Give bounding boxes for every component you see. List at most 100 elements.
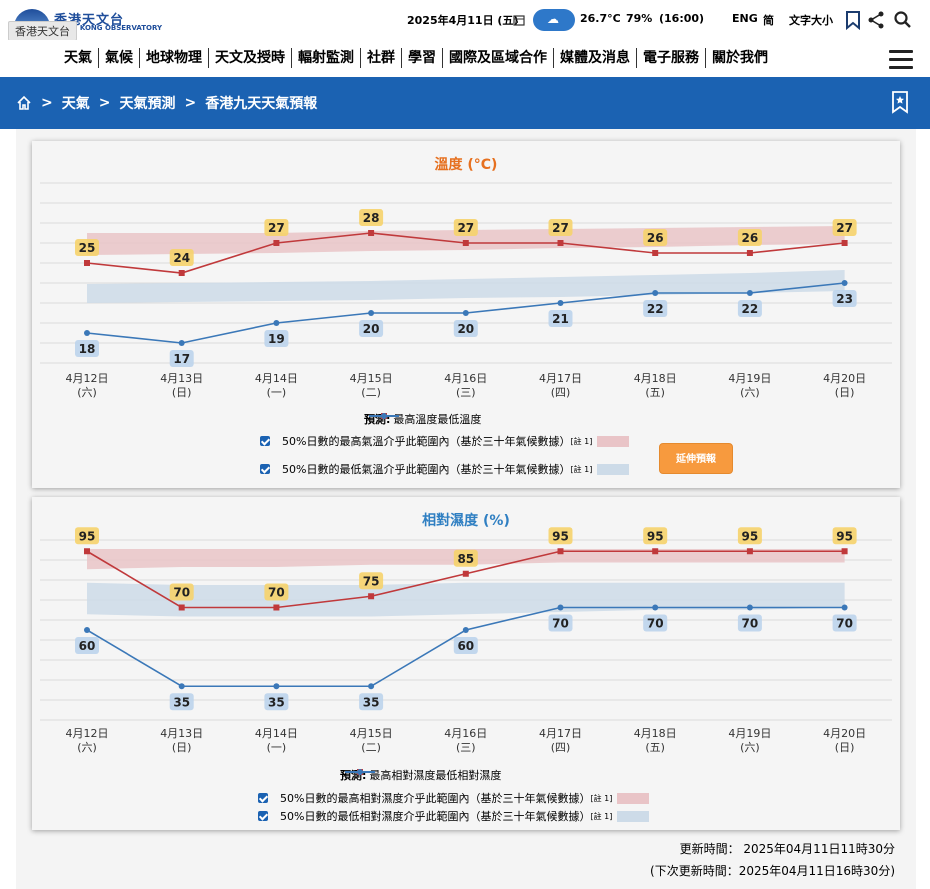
- min-data-point: [841, 604, 848, 611]
- min-label-bg: [832, 614, 857, 632]
- chart-title: 溫度 (°C): [435, 156, 498, 173]
- nav-item[interactable]: 氣候: [99, 48, 140, 68]
- x-tick-weekday: (日): [172, 386, 192, 399]
- min-data-label: 60: [79, 639, 96, 653]
- nav-item[interactable]: 媒體及消息: [554, 48, 637, 68]
- breadcrumb-item[interactable]: 天氣: [61, 96, 90, 112]
- min-data-point: [273, 320, 280, 326]
- lang-eng-link[interactable]: ENG: [732, 12, 758, 25]
- min-data-point: [746, 290, 753, 296]
- x-tick-weekday: (三): [456, 386, 476, 399]
- search-icon[interactable]: [893, 10, 913, 30]
- min-data-label: 22: [647, 302, 664, 316]
- max-range-checkbox[interactable]: [260, 436, 270, 446]
- rh-max-range-legend[interactable]: 50%日數的最高相對濕度介乎此範圍內（基於三十年氣候數據） [註 1]: [258, 790, 650, 806]
- breadcrumb-separator: >: [184, 95, 197, 111]
- min-label-bg: [453, 637, 478, 654]
- min-label-bg: [643, 300, 668, 317]
- max-data-point: [652, 548, 659, 555]
- next-update-time: (下次更新時間：2025年04月11日16時30分): [650, 864, 895, 878]
- max-label-bg: [548, 527, 573, 545]
- breadcrumb-item[interactable]: 天氣預測: [119, 96, 176, 112]
- nav-item[interactable]: 關於我們: [712, 50, 768, 66]
- breadcrumb-current: 香港九天天氣預報: [205, 96, 318, 112]
- breadcrumb-bar: > 天氣 > 天氣預測 > 香港九天天氣預報: [0, 77, 930, 129]
- max-range-label: 50%日數的最高氣溫介乎此範圍內（基於三十年氣候數據）: [282, 435, 571, 448]
- bookmark-page-icon[interactable]: [891, 90, 909, 114]
- lang-simplified-link[interactable]: 简: [763, 14, 774, 27]
- note-link[interactable]: [註 1]: [570, 464, 593, 474]
- max-data-point: [178, 270, 185, 276]
- x-tick-date: 4月13日: [160, 727, 203, 740]
- min-data-label: 35: [268, 695, 285, 709]
- breadcrumb-separator: >: [98, 95, 111, 111]
- update-time-block: 更新時間： 2025年04月11日11時30分 (下次更新時間：2025年04月…: [650, 838, 895, 882]
- min-label-bg: [832, 290, 857, 307]
- home-icon[interactable]: [16, 95, 32, 111]
- max-data-label: 28: [363, 211, 380, 225]
- max-data-label: 25: [79, 241, 96, 255]
- min-range-label: 50%日數的最低相對濕度介乎此範圍內（基於三十年氣候數據）: [280, 810, 591, 823]
- max-data-point: [746, 548, 753, 555]
- nav-item[interactable]: 社群: [361, 48, 402, 68]
- rh-min-range-legend[interactable]: 50%日數的最低相對濕度介乎此範圍內（基於三十年氣候數據） [註 1]: [258, 808, 650, 824]
- min-range-band: [87, 270, 845, 303]
- x-tick-date: 4月18日: [634, 372, 677, 385]
- max-data-point: [84, 260, 90, 266]
- max-data-label: 26: [742, 231, 759, 245]
- share-icon[interactable]: [866, 10, 886, 30]
- bookmark-icon[interactable]: [843, 10, 863, 30]
- nav-item[interactable]: 國際及區域合作: [443, 48, 554, 68]
- max-data-label: 95: [79, 529, 96, 543]
- max-label-bg: [359, 209, 384, 226]
- temp-max-range-legend[interactable]: 50%日數的最高氣溫介乎此範圍內（基於三十年氣候數據） [註 1]: [260, 433, 630, 449]
- note-link[interactable]: [註 1]: [590, 793, 613, 803]
- legend-max-label: 最高相對濕度: [369, 769, 436, 782]
- min-data-point: [462, 627, 469, 633]
- nav-item[interactable]: 電子服務: [637, 48, 706, 68]
- x-tick-date: 4月15日: [350, 727, 393, 740]
- min-data-label: 18: [79, 342, 96, 356]
- min-range-checkbox[interactable]: [258, 811, 268, 821]
- x-tick-weekday: (日): [172, 741, 192, 754]
- x-tick-date: 4月12日: [66, 727, 109, 740]
- max-data-point: [273, 604, 280, 611]
- weather-icon-pill[interactable]: ☁: [533, 9, 575, 31]
- x-tick-weekday: (三): [456, 741, 476, 754]
- nav-item[interactable]: 天文及授時: [209, 48, 292, 68]
- max-data-point: [557, 548, 564, 555]
- min-data-label: 70: [647, 617, 664, 631]
- nav-item[interactable]: 學習: [402, 48, 443, 68]
- font-size-link[interactable]: 文字大小: [789, 14, 833, 27]
- max-label-bg: [643, 527, 668, 545]
- min-data-point: [178, 340, 185, 346]
- min-data-point: [368, 683, 375, 690]
- nav-item[interactable]: 天氣: [58, 48, 99, 68]
- max-data-label: 95: [647, 529, 664, 543]
- max-data-point: [557, 240, 564, 246]
- note-link[interactable]: [註 1]: [590, 811, 613, 821]
- max-range-label: 50%日數的最高相對濕度介乎此範圍內（基於三十年氣候數據）: [280, 792, 591, 805]
- min-data-point: [746, 604, 753, 611]
- min-data-label: 17: [173, 352, 190, 366]
- min-data-point: [368, 310, 375, 316]
- note-link[interactable]: [註 1]: [570, 436, 593, 446]
- top-bar: 香港天文台 HONG KONG OBSERVATORY 香港天文台 2025年4…: [0, 0, 930, 41]
- nav-item[interactable]: 地球物理: [140, 48, 209, 68]
- nav-item[interactable]: 輻射監測: [292, 48, 361, 68]
- min-data-label: 19: [268, 332, 285, 346]
- x-tick-weekday: (二): [361, 386, 381, 399]
- max-label-bg: [643, 229, 668, 246]
- min-range-checkbox[interactable]: [260, 464, 270, 474]
- max-range-checkbox[interactable]: [258, 793, 268, 803]
- extended-forecast-button[interactable]: 延伸預報: [659, 443, 733, 474]
- min-data-label: 21: [552, 312, 569, 326]
- x-tick-weekday: (一): [267, 386, 287, 399]
- max-label-bg: [359, 572, 384, 590]
- calendar-icon[interactable]: [513, 14, 525, 26]
- x-tick-weekday: (五): [645, 741, 665, 754]
- max-data-label: 70: [173, 586, 190, 600]
- menu-icon[interactable]: [889, 50, 913, 70]
- temp-min-range-legend[interactable]: 50%日數的最低氣溫介乎此範圍內（基於三十年氣候數據） [註 1]: [260, 461, 630, 477]
- min-data-point: [557, 604, 564, 611]
